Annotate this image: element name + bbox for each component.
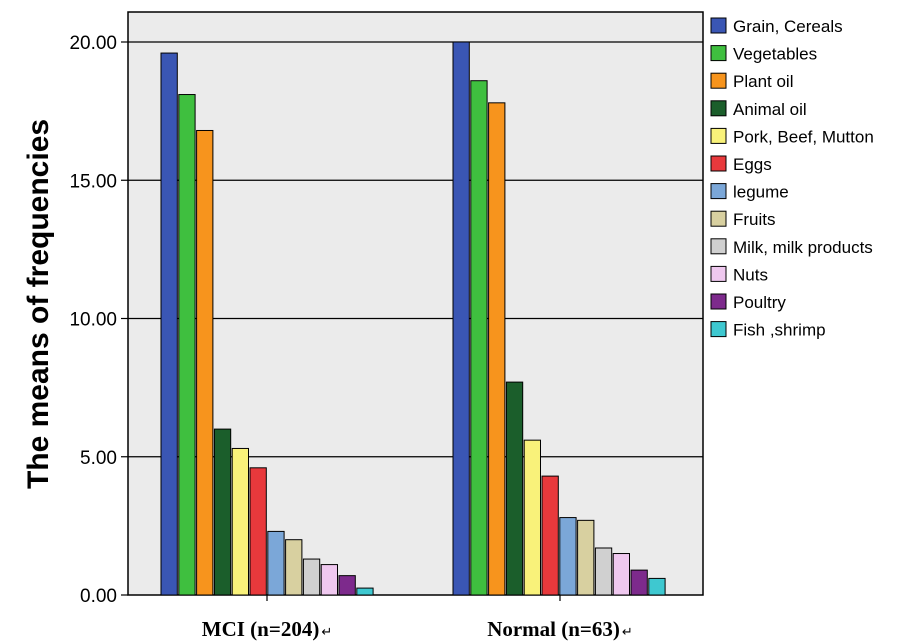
legend-swatch <box>710 210 727 227</box>
legend-swatch <box>710 293 727 310</box>
bar <box>338 575 356 596</box>
bar <box>594 547 613 596</box>
x-category-suffix: ↵ <box>622 624 633 639</box>
legend-label: Fish ,shrimp <box>733 321 826 340</box>
legend-swatch <box>710 265 727 282</box>
legend-label: legume <box>733 183 789 202</box>
bar <box>178 94 196 596</box>
legend-label: Grain, Cereals <box>733 17 843 36</box>
bar <box>541 475 559 596</box>
y-tick-label: 10.00 <box>69 310 117 331</box>
bar <box>648 577 666 596</box>
legend-label: Eggs <box>733 155 772 174</box>
legend-swatch <box>710 17 727 34</box>
legend-swatch <box>710 155 727 172</box>
bar <box>267 530 285 596</box>
legend: Grain, Cereals Vegetables Plant oil Animal … <box>710 17 874 340</box>
bar <box>505 381 524 596</box>
bar <box>470 80 488 596</box>
y-tick-label: 5.00 <box>80 448 117 469</box>
bar <box>231 447 249 596</box>
x-category-label: MCI (n=204) ↵ <box>202 617 332 641</box>
legend-label: Pork, Beef, Mutton <box>733 127 874 146</box>
x-category-text: Normal (n=63) <box>487 617 620 641</box>
legend-swatch <box>710 183 727 200</box>
legend-swatch <box>710 45 727 62</box>
bar <box>160 52 178 596</box>
legend-label: Poultry <box>733 293 786 312</box>
y-tick-label: 0.00 <box>80 586 117 607</box>
bar <box>320 564 339 596</box>
bar <box>302 558 321 596</box>
legend-swatch <box>710 100 727 117</box>
legend-label: Milk, milk products <box>733 238 873 257</box>
bar <box>612 553 631 596</box>
bar <box>523 439 542 596</box>
legend-label: Vegetables <box>733 45 817 64</box>
legend-swatch <box>710 321 727 338</box>
bar <box>630 569 648 596</box>
bar <box>196 129 214 596</box>
y-tick-label: 15.00 <box>69 171 117 192</box>
y-axis-ticks: 0.00 5.00 10.00 15.00 20.00 <box>69 33 128 607</box>
bar <box>577 519 595 596</box>
bar <box>356 587 374 596</box>
legend-label: Animal oil <box>733 100 807 119</box>
x-category-suffix: ↵ <box>321 624 332 639</box>
legend-label: Fruits <box>733 210 776 229</box>
bar <box>452 41 470 596</box>
bar <box>559 517 577 596</box>
y-tick-label: 20.00 <box>69 33 117 54</box>
bar <box>249 467 267 596</box>
bar <box>213 428 232 596</box>
legend-swatch <box>710 238 727 255</box>
legend-label: Nuts <box>733 265 768 284</box>
bar <box>488 102 506 596</box>
bar <box>285 539 303 596</box>
y-axis-label: The means of frequencies <box>22 119 55 489</box>
legend-swatch <box>710 72 727 89</box>
x-category-text: MCI (n=204) <box>202 617 320 641</box>
legend-swatch <box>710 127 727 144</box>
legend-label: Plant oil <box>733 72 793 91</box>
x-axis-categories: MCI (n=204) ↵ Normal (n=63) ↵ <box>202 595 633 641</box>
x-category-label: Normal (n=63) ↵ <box>487 617 633 641</box>
bars <box>160 41 666 596</box>
